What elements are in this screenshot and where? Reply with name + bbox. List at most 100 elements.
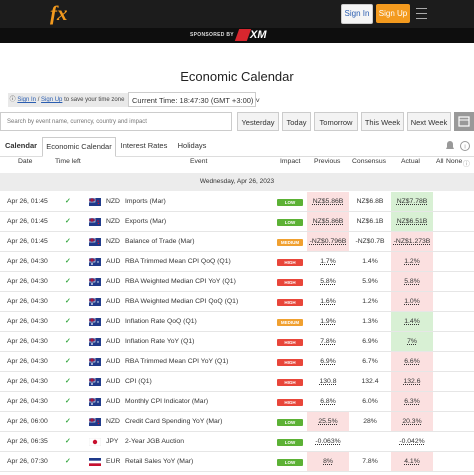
country-flag [89, 398, 101, 406]
tab-bar [0, 136, 474, 157]
impact-badge: HIGH [277, 299, 303, 306]
event-name[interactable]: Retail Sales YoY (Mar) [125, 458, 194, 465]
event-row[interactable] [0, 212, 474, 232]
sign-in-button[interactable]: Sign In [341, 4, 373, 24]
actual-value: 4.1% [404, 458, 420, 465]
column-header: Event [190, 158, 208, 165]
previous-highlight [307, 452, 349, 471]
nav-button[interactable]: Next Week [407, 112, 451, 131]
event-row[interactable] [0, 352, 474, 372]
event-row[interactable] [0, 372, 474, 392]
country-flag [89, 258, 101, 266]
event-name[interactable]: RBA Weighted Median CPI YoY (Q1) [125, 278, 236, 285]
actual-value: 20.3% [402, 418, 422, 425]
column-header[interactable]: None [446, 158, 463, 165]
day-header: Wednesday, Apr 26, 2023 [0, 173, 474, 191]
country-flag [89, 438, 101, 446]
event-name[interactable]: Credit Card Spending YoY (Mar) [125, 418, 223, 425]
event-row[interactable] [0, 432, 474, 452]
event-row[interactable] [0, 272, 474, 292]
event-row[interactable] [0, 392, 474, 412]
status-check: ✓ [65, 338, 71, 345]
nav-button[interactable]: Tomorrow [314, 112, 358, 131]
nav-button[interactable]: This Week [361, 112, 404, 131]
country-flag [89, 218, 101, 226]
event-row[interactable] [0, 412, 474, 432]
status-check: ✓ [65, 298, 71, 305]
nav-button[interactable]: Today [282, 112, 311, 131]
status-check: ✓ [65, 458, 71, 465]
actual-highlight [391, 292, 433, 311]
event-date: Apr 26, 01:45 [7, 218, 48, 225]
column-header[interactable]: All [436, 158, 444, 165]
event-name[interactable]: Balance of Trade (Mar) [125, 238, 195, 245]
nav-button[interactable]: Yesterday [237, 112, 279, 131]
event-row[interactable] [0, 312, 474, 332]
event-date: Apr 26, 04:30 [7, 398, 48, 405]
event-name[interactable]: Exports (Mar) [125, 218, 167, 225]
tab[interactable]: Economic Calendar [42, 137, 116, 157]
impact-badge: LOW [277, 459, 303, 466]
consensus-value: 6.7% [362, 358, 378, 365]
event-date: Apr 26, 06:35 [7, 438, 48, 445]
tab-icons: i [446, 141, 470, 151]
search-input[interactable]: Search by event name, currency, country … [0, 112, 232, 131]
event-name[interactable]: Imports (Mar) [125, 198, 166, 205]
currency: NZD [106, 198, 120, 205]
actual-value: 1.4% [404, 318, 420, 325]
event-date: Apr 26, 04:30 [7, 378, 48, 385]
event-name[interactable]: Inflation Rate YoY (Q1) [125, 338, 195, 345]
event-name[interactable]: 2-Year JGB Auction [125, 438, 185, 445]
previous-value: -NZ$0.796B [309, 238, 347, 245]
event-row[interactable] [0, 332, 474, 352]
event-name[interactable]: Inflation Rate QoQ (Q1) [125, 318, 197, 325]
actual-value: 5.8% [404, 278, 420, 285]
sign-up-button[interactable]: Sign Up [376, 4, 410, 23]
event-name[interactable]: RBA Weighted Median CPI QoQ (Q1) [125, 298, 239, 305]
actual-value: -0.042% [399, 438, 425, 445]
sign-up-link[interactable]: Sign Up [41, 97, 63, 103]
consensus-value: 5.9% [362, 278, 378, 285]
tab[interactable]: Interest Rates [120, 141, 168, 150]
event-name[interactable]: CPI (Q1) [125, 378, 152, 385]
actual-value: 1.0% [404, 298, 420, 305]
consensus-value: 1.4% [362, 258, 378, 265]
status-check: ✓ [65, 198, 71, 205]
column-header: Consensus [352, 158, 387, 165]
time-label: Current Time: [132, 96, 178, 105]
event-date: Apr 26, 07:30 [7, 458, 48, 465]
event-date: Apr 26, 04:30 [7, 298, 48, 305]
event-date: Apr 26, 04:30 [7, 278, 48, 285]
calendar-icon [458, 116, 470, 127]
event-row[interactable] [0, 192, 474, 212]
event-name[interactable]: Monthly CPI Indicator (Mar) [125, 398, 209, 405]
event-row[interactable] [0, 452, 474, 472]
consensus-value: 1.3% [362, 318, 378, 325]
event-row[interactable] [0, 232, 474, 252]
logo[interactable]: fx [50, 1, 68, 25]
actual-highlight [391, 312, 433, 331]
tab[interactable]: Holidays [177, 141, 207, 150]
sponsor-label: SPONSORED BY [190, 32, 234, 38]
tabs-label: Calendar [4, 141, 38, 150]
consensus-value: 6.9% [362, 338, 378, 345]
sponsor-brand[interactable]: XM [250, 29, 267, 41]
previous-value: 7.8% [320, 338, 336, 345]
menu-button[interactable] [416, 8, 427, 19]
country-flag [89, 358, 101, 366]
previous-value: 1.7% [320, 258, 336, 265]
event-date: Apr 26, 01:45 [7, 238, 48, 245]
country-flag [89, 318, 101, 326]
calendar-button[interactable] [454, 112, 474, 131]
actual-value: 132.6 [403, 378, 421, 385]
impact-badge: LOW [277, 439, 303, 446]
event-name[interactable]: RBA Trimmed Mean CPI YoY (Q1) [125, 358, 229, 365]
event-row[interactable] [0, 252, 474, 272]
sign-in-link[interactable]: Sign In [17, 97, 37, 103]
status-check: ✓ [65, 438, 71, 445]
current-time[interactable]: Current Time: 18:47:30 (GMT +3:00) ˅ [128, 92, 260, 107]
event-name[interactable]: RBA Trimmed Mean CPI QoQ (Q1) [125, 258, 231, 265]
consensus-value: 1.2% [362, 298, 378, 305]
event-row[interactable] [0, 292, 474, 312]
